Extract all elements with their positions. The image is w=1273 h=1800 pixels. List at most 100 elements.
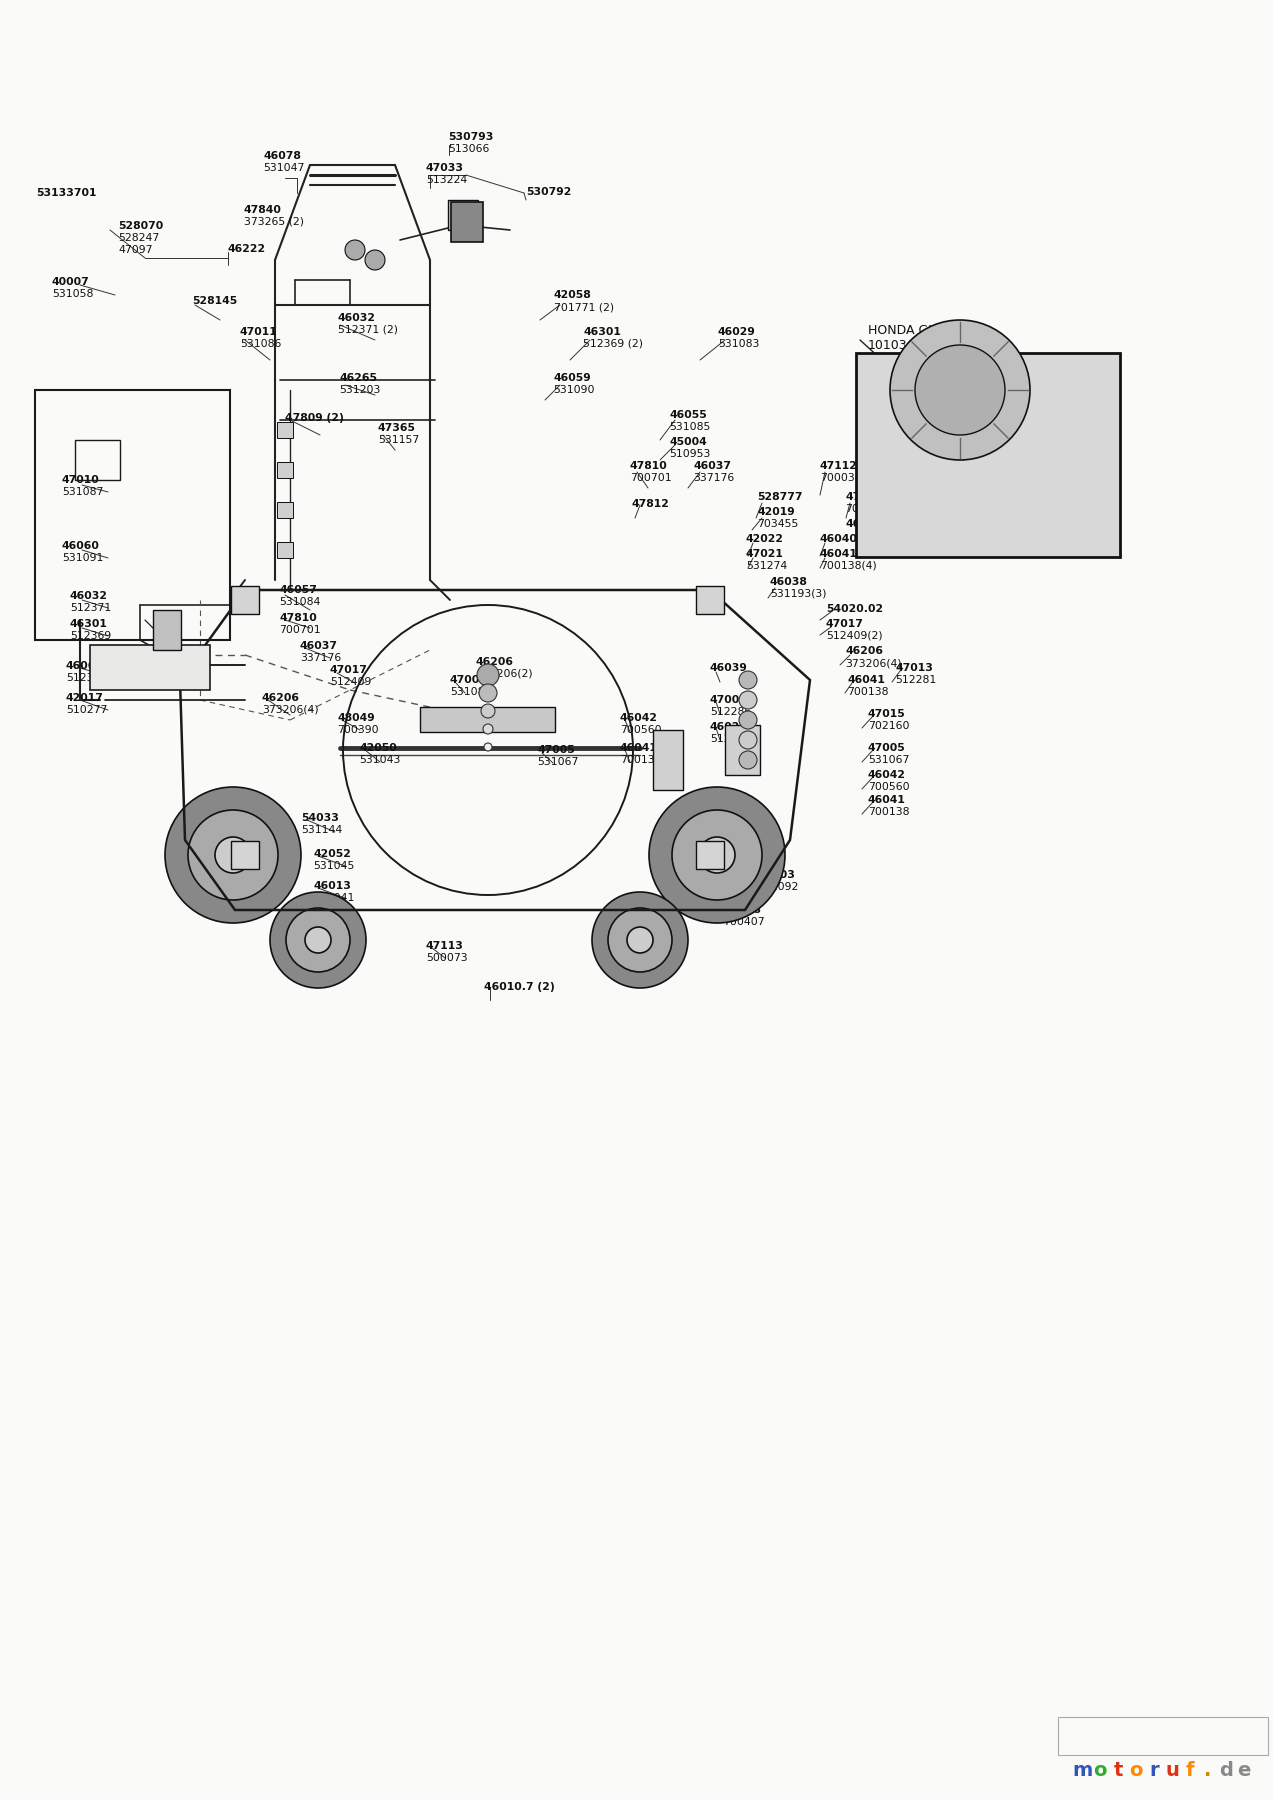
Text: 531085: 531085 [670, 421, 710, 432]
Text: 47015: 47015 [868, 709, 906, 718]
Bar [153, 610, 181, 650]
Text: o: o [1129, 1760, 1143, 1780]
Bar [230, 587, 258, 614]
Text: 46032: 46032 [70, 590, 108, 601]
Circle shape [165, 787, 300, 923]
Text: 47812: 47812 [631, 499, 670, 509]
Text: 45004: 45004 [670, 437, 707, 446]
Text: 46078: 46078 [264, 151, 300, 160]
Text: 47033: 47033 [426, 164, 463, 173]
Text: 42019: 42019 [757, 508, 794, 517]
Bar [278, 463, 293, 479]
Text: 46041: 46041 [868, 796, 906, 805]
Bar [696, 841, 724, 869]
Circle shape [484, 743, 491, 751]
Text: 531203: 531203 [339, 385, 381, 394]
Bar [75, 439, 120, 481]
Text: 373206(2): 373206(2) [476, 670, 532, 679]
Text: 46222: 46222 [228, 245, 266, 254]
Text: 53133701: 53133701 [36, 187, 97, 198]
Circle shape [740, 731, 757, 749]
Text: 700701: 700701 [279, 625, 321, 635]
Text: 703455: 703455 [757, 518, 798, 529]
Text: 47810: 47810 [630, 461, 668, 472]
Text: 47021: 47021 [746, 549, 784, 560]
Text: 46039: 46039 [710, 662, 747, 673]
Bar [1058, 1717, 1268, 1755]
Circle shape [482, 724, 493, 734]
Bar [696, 587, 724, 614]
Text: 337176: 337176 [300, 653, 341, 662]
Text: 46265: 46265 [339, 373, 377, 383]
Text: 512281: 512281 [895, 675, 936, 686]
Circle shape [592, 893, 687, 988]
Circle shape [740, 691, 757, 709]
Text: 700138: 700138 [620, 754, 662, 765]
Text: 512371 (2): 512371 (2) [339, 326, 398, 335]
Circle shape [740, 671, 757, 689]
Text: 46301: 46301 [70, 619, 108, 628]
Text: 47005: 47005 [868, 743, 906, 752]
Text: HONDA GXV 140: HONDA GXV 140 [868, 324, 973, 337]
Text: 512409: 512409 [330, 677, 372, 688]
Bar [420, 707, 555, 733]
Text: 54033: 54033 [300, 814, 339, 823]
Text: u: u [1165, 1760, 1179, 1780]
Text: 528247: 528247 [118, 232, 159, 243]
Text: 531087: 531087 [62, 488, 103, 497]
Circle shape [215, 837, 251, 873]
Text: m: m [1072, 1760, 1092, 1780]
Bar [278, 502, 293, 518]
Text: 42022: 42022 [746, 535, 784, 544]
Text: 531083: 531083 [718, 338, 760, 349]
Text: 42052: 42052 [313, 850, 351, 859]
Text: 47003: 47003 [757, 869, 794, 880]
Bar [230, 841, 258, 869]
Text: 46060: 46060 [62, 542, 99, 551]
Text: 42017: 42017 [66, 693, 104, 704]
Text: 700034(1): 700034(1) [820, 473, 877, 482]
Text: 531067: 531067 [537, 758, 578, 767]
Text: 337176: 337176 [693, 473, 735, 482]
Text: 531045: 531045 [313, 860, 354, 871]
Text: 512287: 512287 [710, 734, 751, 743]
Text: 46061: 46061 [66, 661, 104, 671]
Text: 512369: 512369 [70, 632, 111, 641]
Text: 47097: 47097 [118, 245, 153, 256]
Text: o: o [1094, 1760, 1106, 1780]
Text: 531043: 531043 [359, 754, 401, 765]
Text: 47076: 47076 [845, 491, 883, 502]
Circle shape [188, 810, 278, 900]
Text: 701771 (2): 701771 (2) [554, 302, 614, 311]
Text: 700560: 700560 [868, 781, 910, 792]
Text: 702160: 702160 [868, 722, 909, 731]
Text: 46037: 46037 [693, 461, 731, 472]
Text: 531091: 531091 [62, 553, 103, 563]
Text: 700390: 700390 [337, 725, 378, 734]
Text: 373206(4): 373206(4) [262, 706, 318, 715]
Text: 528070: 528070 [118, 221, 163, 230]
Text: 700138(4): 700138(4) [820, 562, 877, 571]
Text: 46042: 46042 [620, 713, 658, 724]
Text: 531193(3): 531193(3) [770, 589, 826, 599]
Text: 46041: 46041 [820, 549, 858, 560]
Text: 46048: 46048 [723, 905, 761, 914]
Text: 512369 (2): 512369 (2) [583, 338, 643, 349]
Text: 47010: 47010 [62, 475, 99, 484]
Text: 531058: 531058 [52, 290, 93, 299]
Text: 531067: 531067 [868, 754, 909, 765]
Circle shape [740, 711, 757, 729]
Circle shape [345, 239, 365, 259]
Text: 46025: 46025 [710, 722, 747, 733]
Text: 510277: 510277 [66, 706, 107, 715]
Text: 46029: 46029 [718, 328, 756, 337]
Text: e: e [1237, 1760, 1250, 1780]
Text: 47007: 47007 [710, 695, 747, 706]
Text: .: . [1204, 1760, 1212, 1780]
Text: 46040: 46040 [820, 535, 858, 544]
Text: 530793: 530793 [448, 131, 494, 142]
Bar [653, 731, 684, 790]
Text: 46041: 46041 [620, 743, 658, 752]
Text: 510953: 510953 [670, 448, 710, 459]
Bar [278, 421, 293, 437]
